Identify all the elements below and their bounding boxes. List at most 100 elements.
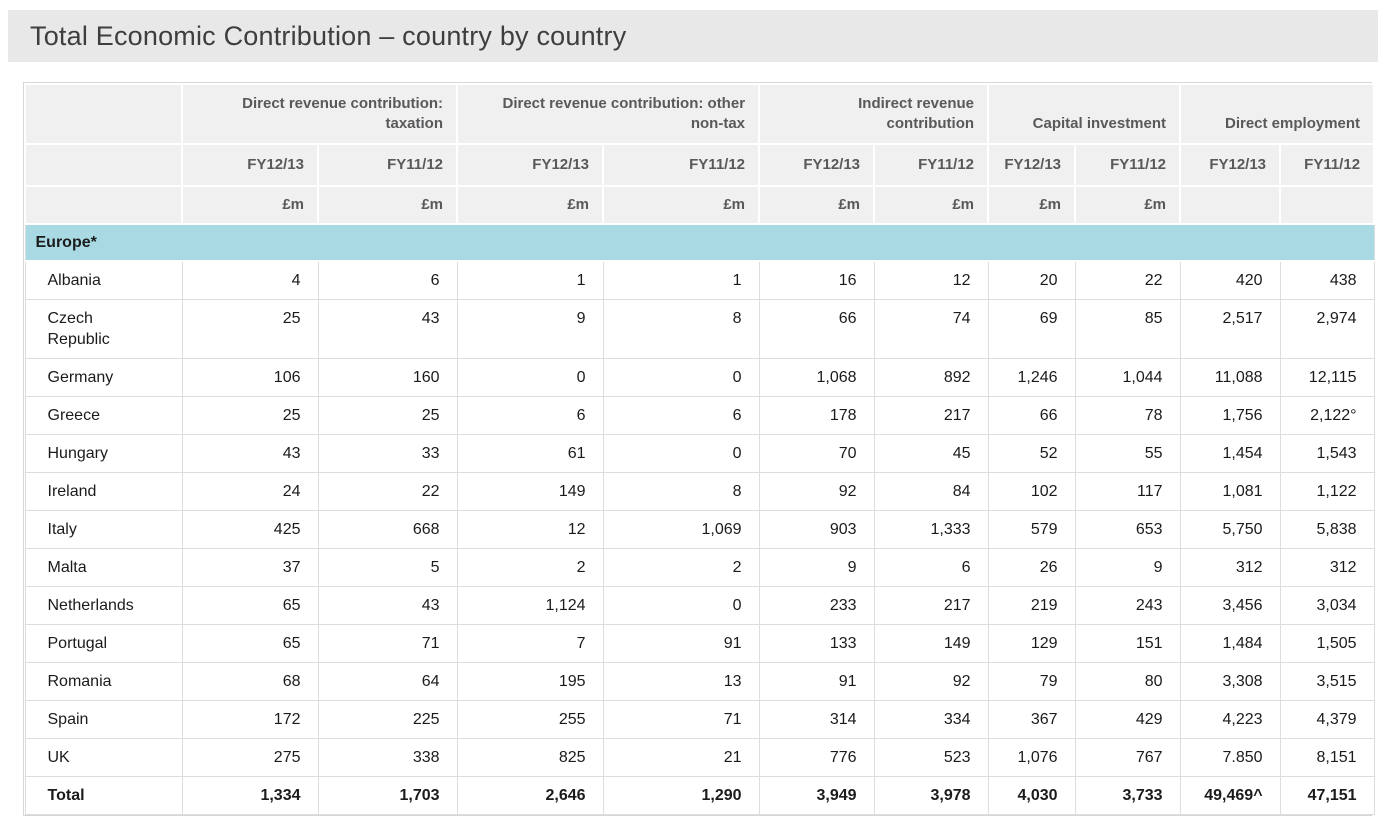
value-cell: 5,750 (1179, 510, 1281, 549)
value-cell: 217 (873, 586, 989, 625)
country-label: Portugal (47, 635, 108, 652)
country-cell: Greece (24, 396, 183, 435)
country-label: Netherlands (47, 597, 134, 614)
value-cell: 61 (456, 434, 604, 473)
value-cell: 9 (758, 548, 875, 587)
value-cell: 12 (873, 260, 989, 300)
value-cell: 106 (181, 358, 319, 397)
unit-header: £m (456, 185, 605, 225)
table-row: Czech Republic 25 43 9 8 66 74 69 85 2,517 2,974 (24, 299, 1375, 359)
value-cell: 160 (317, 358, 458, 397)
economic-contribution-table-wrapper: Direct revenue contribution: taxation Di… (23, 82, 1376, 816)
unit-header-row: £m £m £m £m £m £m £m £m (24, 185, 1376, 225)
value-cell: 21 (602, 738, 760, 777)
value-cell: 43 (317, 299, 458, 359)
col-group-header: Direct revenue contribution: taxation (180, 83, 459, 145)
period-header-row: FY12/13 FY11/12 FY12/13 FY11/12 FY12/13 … (24, 143, 1376, 187)
country-cell: Netherlands (24, 586, 183, 625)
country-cell: Germany (24, 358, 183, 397)
col-group-header: Direct employment (1179, 83, 1376, 145)
unit-header: £m (987, 185, 1077, 225)
value-cell: 2,122° (1279, 396, 1375, 435)
total-value-cell: 1,334 (181, 776, 319, 815)
period-header: FY12/13 (1179, 143, 1282, 187)
value-cell: 243 (1074, 586, 1181, 625)
table-body: Europe* Albania 4 6 1 1 16 12 20 22 420 438 Czech R… (24, 223, 1375, 815)
column-group-header-row: Direct revenue contribution: taxation Di… (24, 83, 1376, 145)
page-title-bar: Total Economic Contribution – country by… (8, 10, 1378, 62)
total-value-cell: 47,151 (1279, 776, 1375, 815)
value-cell: 2 (602, 548, 760, 587)
value-cell: 24 (181, 472, 319, 511)
section-label: Europe* (24, 223, 1375, 262)
value-cell: 65 (181, 624, 319, 663)
value-cell: 1,756 (1179, 396, 1281, 435)
value-cell: 11,088 (1179, 358, 1281, 397)
value-cell: 64 (317, 662, 458, 701)
value-cell: 45 (873, 434, 989, 473)
value-cell: 133 (758, 624, 875, 663)
value-cell: 102 (987, 472, 1076, 511)
value-cell: 91 (758, 662, 875, 701)
value-cell: 233 (758, 586, 875, 625)
value-cell: 70 (758, 434, 875, 473)
value-cell: 312 (1279, 548, 1375, 587)
value-cell: 16 (758, 260, 875, 300)
value-cell: 55 (1074, 434, 1181, 473)
unit-header: £m (602, 185, 761, 225)
value-cell: 1,069 (602, 510, 760, 549)
value-cell: 903 (758, 510, 875, 549)
value-cell: 1,454 (1179, 434, 1281, 473)
value-cell: 22 (1074, 260, 1181, 300)
period-header: FY12/13 (181, 143, 319, 187)
value-cell: 312 (1179, 548, 1281, 587)
value-cell: 43 (181, 434, 319, 473)
country-cell: Romania (24, 662, 183, 701)
country-label: Germany (47, 369, 114, 386)
table-row: Spain 172 225 255 71 314 334 367 429 4,223 4,379 (24, 700, 1375, 739)
value-cell: 37 (181, 548, 319, 587)
table-row: Germany 106 160 0 0 1,068 892 1,246 1,044 11,088 1… (24, 358, 1375, 397)
table-header: Direct revenue contribution: taxation Di… (24, 83, 1376, 225)
value-cell: 80 (1074, 662, 1181, 701)
value-cell: 3,034 (1279, 586, 1375, 625)
country-cell: Italy (24, 510, 183, 549)
table-row: Hungary 43 33 61 0 70 45 52 55 1,454 1,543 (24, 434, 1375, 473)
country-column-header (24, 185, 183, 225)
value-cell: 9 (1074, 548, 1181, 587)
value-cell: 92 (873, 662, 989, 701)
unit-header (1279, 185, 1376, 225)
page-title: Total Economic Contribution – country by… (30, 20, 627, 51)
period-header: FY11/12 (602, 143, 761, 187)
value-cell: 66 (987, 396, 1076, 435)
value-cell: 26 (987, 548, 1076, 587)
table-row: Albania 4 6 1 1 16 12 20 22 420 438 (24, 260, 1375, 300)
country-cell: Portugal (24, 624, 183, 663)
total-label-cell: Total (24, 776, 183, 815)
country-label: Albania (47, 272, 101, 289)
period-header: FY11/12 (873, 143, 990, 187)
col-group-header: Direct revenue contribution: other non-t… (456, 83, 761, 145)
value-cell: 12 (456, 510, 604, 549)
country-cell: Spain (24, 700, 183, 739)
value-cell: 0 (456, 358, 604, 397)
country-label: Romania (47, 673, 112, 690)
country-cell: UK (24, 738, 183, 777)
period-header: FY11/12 (316, 143, 459, 187)
value-cell: 9 (456, 299, 604, 359)
total-value-cell: 49,469^ (1179, 776, 1281, 815)
value-cell: 178 (758, 396, 875, 435)
unit-header: £m (1074, 185, 1182, 225)
value-cell: 1 (456, 260, 604, 300)
value-cell: 71 (602, 700, 760, 739)
table-row: Italy 425 668 12 1,069 903 1,333 579 653 5,750 5,8… (24, 510, 1375, 549)
value-cell: 2 (456, 548, 604, 587)
col-group-header: Capital investment (987, 83, 1182, 145)
unit-header: £m (316, 185, 459, 225)
value-cell: 367 (987, 700, 1076, 739)
col-group-header: Indirect revenue contribution (758, 83, 990, 145)
value-cell: 7 (456, 624, 604, 663)
country-cell: Malta (24, 548, 183, 587)
value-cell: 2,517 (1179, 299, 1281, 359)
value-cell: 78 (1074, 396, 1181, 435)
